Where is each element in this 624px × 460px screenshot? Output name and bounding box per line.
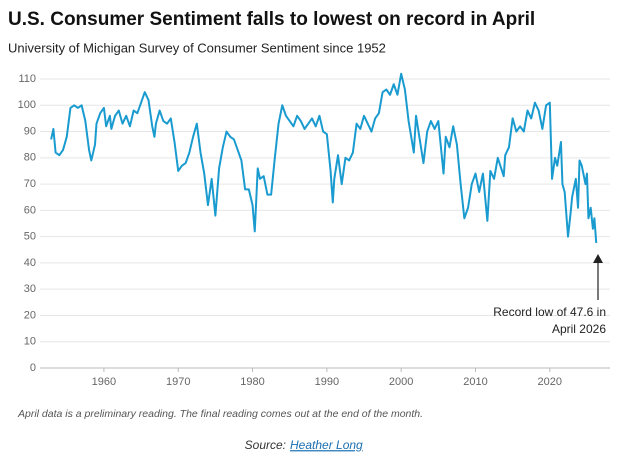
y-tick-label: 80 (24, 152, 36, 164)
y-tick-label: 20 (24, 309, 36, 321)
annotation: April 2026 (552, 322, 606, 336)
footnote: April data is a preliminary reading. The… (17, 408, 423, 420)
y-tick-label: 40 (24, 257, 36, 269)
y-tick-label: 50 (24, 231, 36, 243)
y-tick-label: 90 (24, 125, 36, 137)
source-link[interactable]: Heather Long (290, 438, 363, 452)
source-link-text[interactable]: Heather Long (290, 438, 363, 452)
plot-area: 0 10 20 30 40 50 60 70 80 90 100 110 1960 1970 1980 199… (18, 72, 610, 388)
x-tick-label: 2020 (538, 376, 562, 388)
x-tick-label: 2010 (463, 376, 487, 388)
y-tick-label: 10 (24, 336, 36, 348)
annotation: Record low of 47.6 in (493, 305, 606, 319)
x-tick-label: 1990 (315, 376, 339, 388)
x-tick-label: 1970 (166, 376, 190, 388)
series-line (50, 72, 598, 244)
x-tick-label: 2000 (389, 376, 413, 388)
y-tick-label: 30 (24, 283, 36, 295)
source-label: Source: (245, 438, 286, 452)
y-tick-label: 110 (18, 73, 36, 85)
x-tick-label: 1960 (92, 376, 116, 388)
x-tick-label: 1980 (240, 376, 264, 388)
chart-title: U.S. Consumer Sentiment falls to lowest … (8, 9, 535, 30)
y-tick-label: 70 (24, 178, 36, 190)
chart-subtitle: University of Michigan Survey of Consume… (8, 40, 386, 55)
y-tick-label: 100 (18, 99, 36, 111)
arrow-head (593, 254, 603, 263)
y-tick-label: 0 (30, 362, 36, 374)
y-tick-label: 60 (24, 204, 36, 216)
